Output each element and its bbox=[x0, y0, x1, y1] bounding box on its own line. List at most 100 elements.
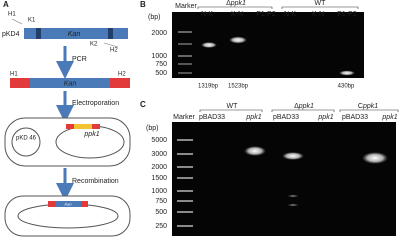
target-gene bbox=[74, 124, 92, 129]
ladder-label: 2000 bbox=[151, 164, 167, 171]
segment bbox=[36, 28, 41, 39]
gene-label: Kan bbox=[68, 31, 81, 38]
bracket bbox=[339, 109, 399, 112]
insert bbox=[48, 201, 88, 207]
ladder-band bbox=[178, 55, 192, 57]
lane-label: N-K bbox=[201, 11, 213, 18]
ladder-band bbox=[178, 43, 192, 45]
lane-label: pBAD33 bbox=[342, 114, 368, 121]
gel-band bbox=[229, 36, 247, 44]
homology bbox=[81, 201, 88, 207]
plasmid-label: pKD 46 bbox=[16, 136, 37, 142]
ladder-label: 1000 bbox=[151, 53, 167, 60]
size-label: 1523bp bbox=[228, 84, 249, 90]
lane-label: ppk1 bbox=[245, 114, 261, 121]
gene-label: Kan bbox=[64, 80, 77, 87]
primer-label: H1 bbox=[10, 72, 18, 78]
step-label: PCR bbox=[72, 56, 87, 63]
ladder: 5000 3000 2000 1500 1000 750 500 250 bbox=[151, 137, 193, 230]
plasmid bbox=[11, 127, 41, 157]
primer-arrow bbox=[103, 42, 119, 48]
lane-label: ppk1 bbox=[317, 114, 333, 121]
plasmid-label: pKD4 bbox=[2, 31, 20, 38]
gel bbox=[172, 122, 396, 236]
ladder-band bbox=[177, 200, 193, 202]
step-label: Electroporation bbox=[72, 100, 119, 107]
panel-label: A bbox=[3, 0, 9, 9]
ladder-band bbox=[177, 190, 193, 192]
group-label: Δppk1 bbox=[226, 0, 246, 7]
ladder-band bbox=[177, 225, 193, 227]
bracket bbox=[281, 6, 359, 9]
chromosome bbox=[17, 203, 119, 229]
lane-label: P1-P2 bbox=[337, 11, 357, 18]
ladder-label: 500 bbox=[155, 209, 167, 216]
bracket bbox=[271, 109, 335, 112]
ladder-label: 750 bbox=[155, 198, 167, 205]
lane-label: K-N bbox=[231, 11, 243, 18]
group-label: Δppk1 bbox=[294, 103, 314, 110]
ladder-label: 250 bbox=[155, 223, 167, 230]
group-label: Cppk1 bbox=[358, 103, 378, 110]
bracket bbox=[199, 109, 263, 112]
unit-label: (bp) bbox=[146, 125, 158, 132]
gel-band bbox=[362, 152, 388, 164]
ladder-band bbox=[177, 153, 193, 155]
lane-label: P1-P2 bbox=[256, 11, 276, 18]
primer-arrow bbox=[11, 18, 23, 25]
ladder-band bbox=[177, 139, 193, 141]
ladder-label: 2000 bbox=[151, 30, 167, 37]
lane-label: K-N bbox=[312, 11, 324, 18]
panel-a: A H1 K1 pKD4 Kan K2 H2 PCR H1 H2 Kan Ele… bbox=[2, 0, 131, 237]
ladder-band bbox=[177, 177, 193, 179]
gene-label: ppk1 bbox=[83, 131, 99, 138]
gel-band bbox=[339, 70, 355, 76]
ladder-band bbox=[178, 63, 192, 65]
ladder-band bbox=[178, 31, 192, 33]
plasmid-bar bbox=[24, 28, 128, 39]
marker-label: Marker bbox=[175, 3, 197, 10]
ladder-label: 1500 bbox=[151, 175, 167, 182]
step-label: Recombination bbox=[72, 178, 119, 185]
gel bbox=[172, 12, 364, 78]
gel-band bbox=[201, 42, 217, 48]
gel-band bbox=[244, 146, 266, 156]
panel-label: C bbox=[140, 100, 146, 109]
bracket bbox=[197, 6, 273, 9]
primer-label: K2 bbox=[90, 42, 98, 48]
homology bbox=[48, 201, 55, 207]
marker-label: Marker bbox=[173, 114, 195, 121]
primer-label: H2 bbox=[118, 72, 126, 78]
ladder-label: 1000 bbox=[151, 188, 167, 195]
group-label: WT bbox=[315, 0, 327, 7]
ladder-band bbox=[177, 166, 193, 168]
unit-label: (bp) bbox=[148, 14, 160, 21]
ladder-label: 750 bbox=[155, 61, 167, 68]
gel-band bbox=[282, 152, 304, 160]
ladder-label: 3000 bbox=[151, 151, 167, 158]
size-label: 1319bp bbox=[198, 84, 219, 90]
homology bbox=[110, 78, 130, 88]
ladder-band bbox=[177, 211, 193, 213]
ladder-band bbox=[178, 72, 192, 74]
panel-label: B bbox=[140, 0, 146, 9]
gene-label: Kan bbox=[64, 202, 72, 207]
primer-label: H2 bbox=[110, 48, 118, 54]
lane-label: pBAD33 bbox=[199, 114, 225, 121]
segment bbox=[108, 28, 113, 39]
ladder-label: 5000 bbox=[151, 137, 167, 144]
homology bbox=[10, 78, 30, 88]
ladder-label: 500 bbox=[155, 70, 167, 77]
size-label: 430bp bbox=[338, 84, 355, 90]
gel-band bbox=[287, 194, 299, 198]
primer-label: K1 bbox=[28, 18, 36, 24]
group-label: WT bbox=[227, 103, 239, 110]
pcr-bar bbox=[10, 78, 130, 88]
lane-label: ppk1 bbox=[381, 114, 397, 121]
panel-c: C Marker (bp) 50003000200015001000750500… bbox=[140, 100, 399, 236]
primer-label: H1 bbox=[8, 12, 16, 18]
lane-label: pBAD33 bbox=[273, 114, 299, 121]
panel-b: B Marker (bp) 2000 1000 750 500 Δppk1 N-… bbox=[140, 0, 364, 90]
